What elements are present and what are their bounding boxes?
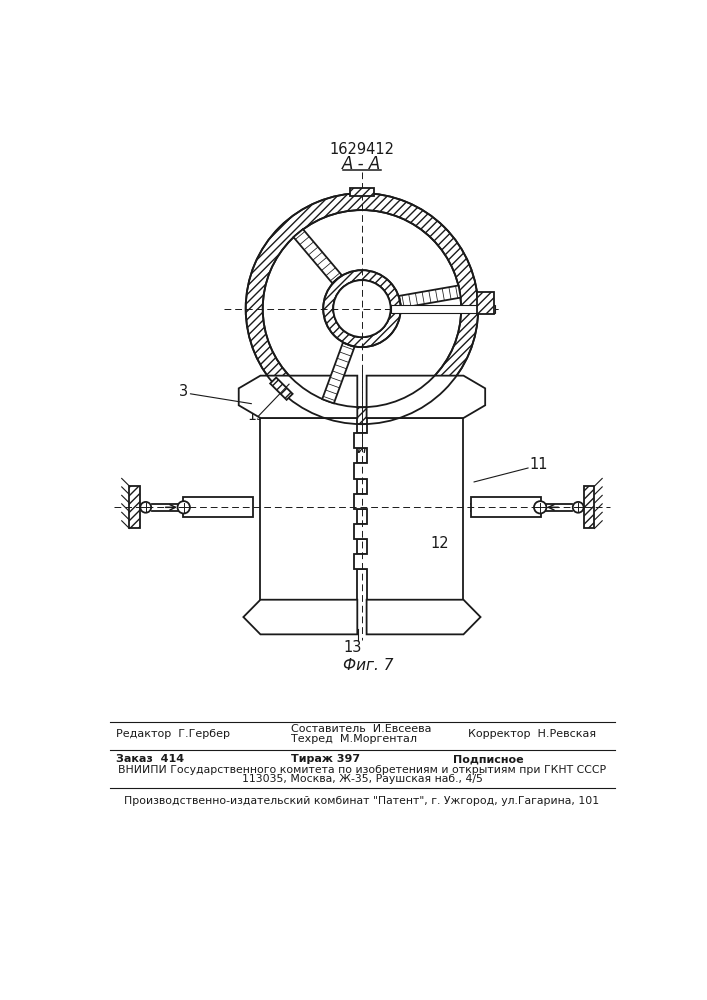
Text: 13: 13 [247, 409, 265, 423]
Text: Фиг. 6: Фиг. 6 [344, 441, 395, 456]
Polygon shape [322, 343, 354, 403]
Polygon shape [270, 378, 293, 400]
Bar [477, 292, 493, 314]
Text: Корректор  Н.Ревская: Корректор Н.Ревская [468, 729, 596, 739]
Polygon shape [367, 376, 485, 418]
Text: 12: 12 [430, 536, 449, 551]
Bar [183, 497, 252, 517]
Bar [351, 188, 373, 196]
Bar [391, 305, 495, 312]
Text: 113035, Москва, Ж-35, Раушская наб., 4/5: 113035, Москва, Ж-35, Раушская наб., 4/5 [242, 774, 482, 784]
Polygon shape [260, 418, 370, 600]
Text: Редактор  Г.Гербер: Редактор Г.Гербер [115, 729, 230, 739]
Text: ВНИИПИ Государственного комитета по изобретениям и открытиям при ГКНТ СССР: ВНИИПИ Государственного комитета по изоб… [118, 765, 606, 775]
Text: Подписное: Подписное [452, 754, 523, 764]
Text: 13: 13 [344, 640, 362, 655]
Circle shape [333, 280, 391, 337]
Circle shape [177, 501, 190, 513]
Polygon shape [239, 376, 357, 418]
Text: Фиг. 7: Фиг. 7 [343, 658, 393, 673]
Circle shape [140, 502, 151, 513]
Text: 1629412: 1629412 [329, 142, 395, 157]
Text: Составитель  И.Евсеева: Составитель И.Евсеева [291, 724, 432, 734]
Polygon shape [293, 229, 341, 283]
Circle shape [246, 193, 478, 424]
Polygon shape [399, 285, 461, 308]
Text: 11: 11 [530, 457, 548, 472]
Bar [585, 486, 595, 528]
Text: Техред  М.Моргентал: Техред М.Моргентал [291, 734, 417, 744]
Text: Тираж 397: Тираж 397 [291, 754, 361, 764]
Text: Производственно-издательский комбинат "Патент", г. Ужгород, ул.Гагарина, 101: Производственно-издательский комбинат "П… [124, 796, 600, 806]
Polygon shape [354, 418, 464, 600]
Polygon shape [367, 600, 481, 634]
Circle shape [573, 502, 583, 513]
Bar [472, 497, 541, 517]
Polygon shape [243, 600, 357, 634]
Circle shape [534, 501, 547, 513]
Text: А - А: А - А [342, 155, 382, 173]
Text: 3: 3 [179, 384, 188, 399]
Bar [129, 486, 139, 528]
Text: Заказ  414: Заказ 414 [115, 754, 184, 764]
